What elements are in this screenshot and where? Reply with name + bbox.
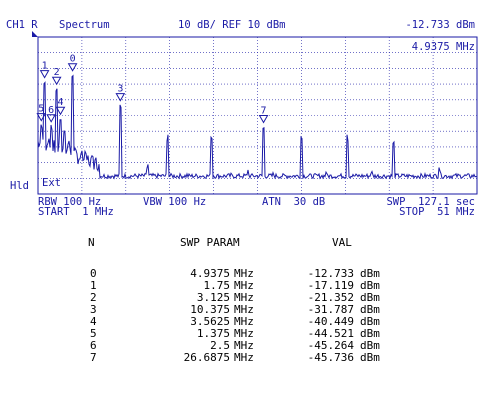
row-param: 1.375 <box>196 327 230 340</box>
spectrum-trace <box>37 74 478 180</box>
plot-grid <box>38 37 477 194</box>
row-val: -45.736 <box>307 351 354 364</box>
corner-indicator <box>32 31 38 37</box>
row-val: -44.521 <box>307 327 354 340</box>
mode-label: Spectrum <box>59 19 110 31</box>
row-val: -31.787 <box>307 303 354 316</box>
marker-2 <box>51 76 62 86</box>
row-param-unit: MHz <box>234 303 254 316</box>
marker-freq-readout: 4.9375 MHz <box>411 41 475 53</box>
scale-label: 10 dB/ REF 10 dBm <box>178 19 286 31</box>
ext-label: Ext <box>42 177 61 189</box>
row-val: -45.264 <box>307 339 354 352</box>
marker-label-4: 4 <box>57 97 63 108</box>
row-param-unit: MHz <box>234 315 254 328</box>
channel-label: CH1 R <box>6 19 38 31</box>
row-param-unit: MHz <box>234 327 254 340</box>
marker-6 <box>46 114 57 123</box>
start-label: START 1 MHz <box>38 206 114 218</box>
hold-label: Hld <box>10 180 29 192</box>
col-header-param: SWP PARAM <box>180 236 240 249</box>
row-n: 1 <box>90 279 97 292</box>
col-header-n: N <box>88 236 95 249</box>
row-n: 7 <box>90 351 97 364</box>
marker-5 <box>36 113 47 122</box>
row-val: -17.119 <box>307 279 354 292</box>
row-val-unit: dBm <box>360 339 380 352</box>
marker-readout: -12.733 dBm <box>405 19 475 31</box>
row-val: -40.449 <box>307 315 354 328</box>
row-param-unit: MHz <box>234 279 254 292</box>
row-n: 2 <box>90 291 97 304</box>
row-param: 26.6875 <box>183 351 230 364</box>
row-param: 2.5 <box>210 339 230 352</box>
atn-label: ATN 30 dB <box>262 196 326 208</box>
marker-label-0: 0 <box>70 54 76 65</box>
row-param-unit: MHz <box>234 351 254 364</box>
marker-label-1: 1 <box>42 61 48 72</box>
marker-label-6: 6 <box>48 105 54 116</box>
vbw-label: VBW 100 Hz <box>143 196 207 208</box>
stop-label: STOP 51 MHz <box>399 206 475 218</box>
row-n: 0 <box>90 267 97 280</box>
marker-0 <box>67 63 78 72</box>
row-param: 4.9375 <box>190 267 230 280</box>
row-val-unit: dBm <box>360 267 380 280</box>
row-param-unit: MHz <box>234 339 254 352</box>
marker-1 <box>39 70 50 79</box>
marker-label-3: 3 <box>117 84 123 95</box>
row-val-unit: dBm <box>360 327 380 340</box>
rbw-label: RBW 100 Hz <box>38 196 102 208</box>
marker-label-2: 2 <box>54 67 60 78</box>
row-param-unit: MHz <box>234 267 254 280</box>
row-val-unit: dBm <box>360 291 380 304</box>
col-header-val: VAL <box>332 236 352 249</box>
marker-label-5: 5 <box>38 104 44 115</box>
row-val: -21.352 <box>307 291 354 304</box>
row-n: 4 <box>90 315 97 328</box>
row-val-unit: dBm <box>360 351 380 364</box>
row-param: 3.125 <box>196 291 230 304</box>
row-val: -12.733 <box>307 267 354 280</box>
row-val-unit: dBm <box>360 279 380 292</box>
marker-7 <box>258 115 269 124</box>
row-param-unit: MHz <box>234 291 254 304</box>
marker-4 <box>55 106 66 116</box>
row-param: 3.5625 <box>190 315 230 328</box>
row-param: 1.75 <box>203 279 231 292</box>
row-n: 3 <box>90 303 97 316</box>
marker-label-7: 7 <box>261 106 267 117</box>
marker-3 <box>115 93 126 102</box>
row-val-unit: dBm <box>360 315 380 328</box>
row-n: 6 <box>90 339 97 352</box>
row-n: 5 <box>90 327 97 340</box>
row-val-unit: dBm <box>360 303 380 316</box>
row-param: 10.375 <box>190 303 230 316</box>
swp-label: SWP 127.1 sec <box>386 196 475 208</box>
